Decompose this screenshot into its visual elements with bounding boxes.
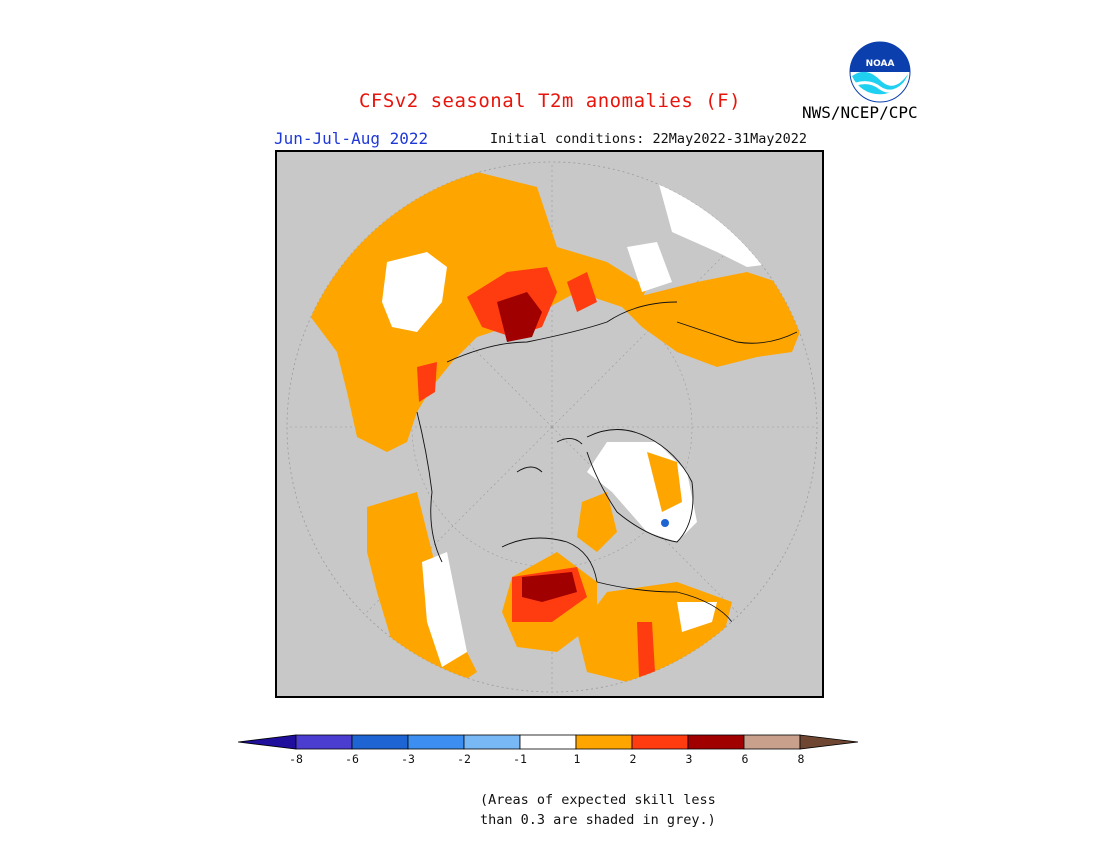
initial-conditions-label: Initial conditions: 22May2022-31May2022: [490, 131, 807, 147]
legend-swatch: [743, 734, 801, 750]
legend-tick: 3: [685, 752, 693, 766]
legend-tick: -8: [289, 752, 303, 766]
noaa-logo-text: NOAA: [866, 59, 895, 69]
legend-swatch: [463, 734, 521, 750]
skill-note-line-1: (Areas of expected skill less: [480, 792, 716, 808]
legend-swatch: [687, 734, 745, 750]
legend-tick: -1: [513, 752, 527, 766]
skill-note-line-2: than 0.3 are shaded in grey.): [480, 812, 716, 828]
legend-swatch: [295, 734, 353, 750]
legend-swatch: [238, 734, 297, 750]
organization-label: NWS/NCEP/CPC: [802, 103, 918, 122]
legend-tick: -2: [457, 752, 471, 766]
legend-swatch: [351, 734, 409, 750]
noaa-logo-icon: NOAA: [849, 41, 911, 103]
legend-tick: -6: [345, 752, 359, 766]
coastlines: [416, 301, 798, 623]
legend-swatch: [631, 734, 689, 750]
negative-anomaly-spot: [661, 519, 669, 527]
legend-swatch: [575, 734, 633, 750]
chart-title: CFSv2 seasonal T2m anomalies (F): [358, 90, 742, 112]
polar-map: [275, 150, 824, 698]
globe-boundary: [286, 161, 818, 693]
polar-map-svg: [277, 152, 822, 696]
legend-tick: 1: [573, 752, 581, 766]
legend-tick: 8: [797, 752, 805, 766]
legend-swatch: [407, 734, 465, 750]
legend-swatch: [519, 734, 577, 750]
legend-tick: 6: [741, 752, 749, 766]
legend-tick: -3: [401, 752, 415, 766]
legend-tick: 2: [629, 752, 637, 766]
season-label: Jun-Jul-Aug 2022: [274, 129, 429, 148]
color-legend-bar: [238, 734, 859, 750]
legend-swatch: [799, 734, 859, 750]
